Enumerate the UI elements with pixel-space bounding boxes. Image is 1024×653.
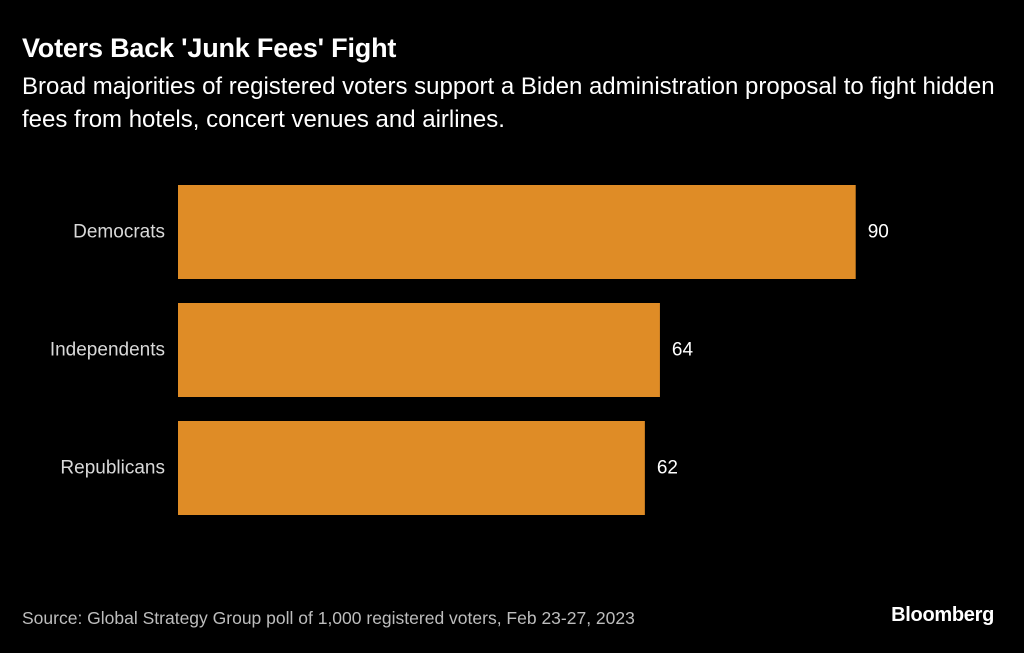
category-label-democrats: Democrats <box>73 222 165 243</box>
chart-subtitle: Broad majorities of registered voters su… <box>22 73 995 133</box>
category-label-independents: Independents <box>50 340 165 361</box>
category-label-republicans: Republicans <box>60 458 165 479</box>
source-note: Source: Global Strategy Group poll of 1,… <box>22 608 635 628</box>
value-label-republicans: 62 <box>657 458 678 479</box>
value-label-independents: 64 <box>672 340 694 361</box>
value-label-democrats: 90 <box>868 222 889 243</box>
bar-independents <box>178 303 660 397</box>
chart-title: Voters Back 'Junk Fees' Fight <box>22 33 397 63</box>
bar-republicans <box>178 421 645 515</box>
bar-democrats <box>178 185 856 279</box>
bloomberg-logo: Bloomberg <box>891 604 994 626</box>
